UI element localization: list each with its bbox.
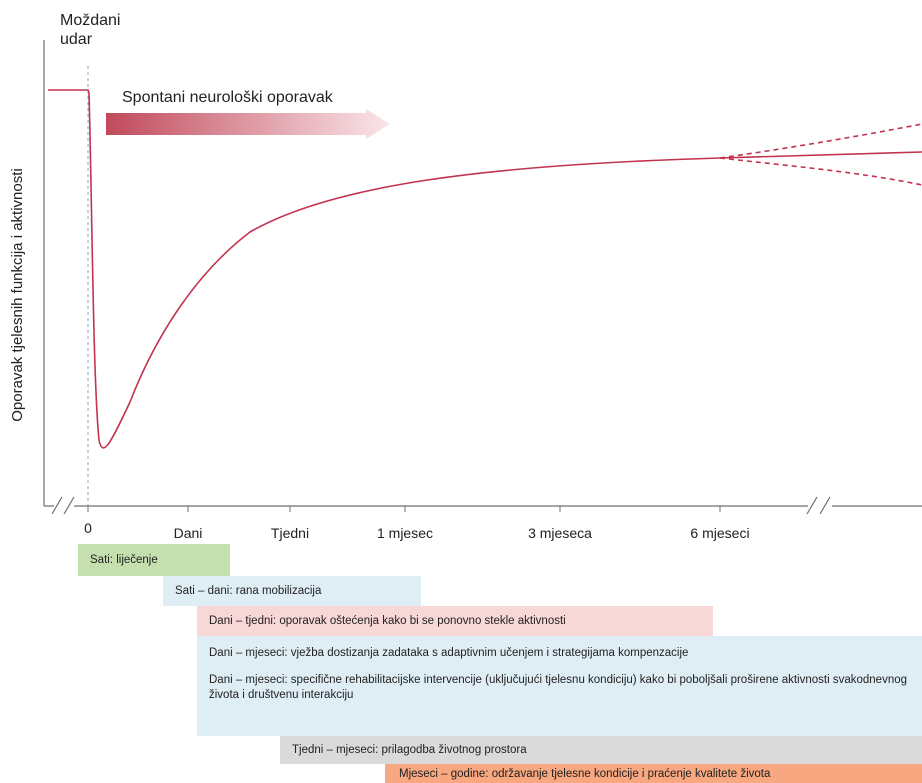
phase-bar-label: Sati: liječenje [90, 554, 158, 566]
phase-bar-label: Dani – tjedni: oporavak oštećenja kako b… [209, 615, 566, 627]
axis-break-mark-right-2 [819, 496, 831, 515]
phase-bar-living-space-adaptation: Tjedni – mjeseci: prilagodba životnog pr… [280, 736, 922, 764]
x-tick-label: 6 mjeseci [690, 525, 749, 541]
y-axis-label: Oporavak tjelesnih funkcija i aktivnosti [9, 168, 26, 421]
phase-bar-label: Dani – mjeseci: specifične rehabilitacij… [209, 674, 908, 701]
axis-break-mark-left-1 [51, 496, 63, 515]
stroke-event-label-line-1: Moždani [60, 12, 120, 29]
x-tick-label: Tjedni [271, 525, 309, 541]
recovery-curve [48, 89, 721, 449]
phase-bar-label: Dani – mjeseci: vježba dostizanja zadata… [209, 647, 689, 659]
recovery-chart: 0 Dani Tjedni 1 mjesec 3 mjeseca 6 mjese… [9, 12, 922, 541]
outcome-path-decline [719, 157, 922, 186]
x-tick-label: Dani [174, 525, 203, 541]
phase-bar-impairment-recovery: Dani – tjedni: oporavak oštećenja kako b… [197, 606, 713, 636]
spontaneous-recovery-label: Spontani neurološki oporavak [122, 89, 334, 106]
spontaneous-recovery-arrow [106, 109, 390, 139]
outcome-path-maintain [719, 151, 922, 159]
outcome-path-improve [719, 123, 922, 159]
phase-bar-treatment: Sati: liječenje [78, 544, 230, 576]
axis-break-mark-right-1 [806, 496, 818, 515]
phase-bar-early-mobilization: Sati – dani: rana mobilizacija [163, 576, 421, 606]
stroke-event-label: Moždani udar [60, 12, 125, 48]
axis-break-mark-left-2 [63, 496, 75, 515]
phase-bar-label: Tjedni – mjeseci: prilagodba životnog pr… [292, 744, 527, 756]
phase-bar-adaptive-task-training: Dani – mjeseci: vježba dostizanja zadata… [197, 636, 922, 736]
phase-bar-label: Sati – dani: rana mobilizacija [175, 585, 322, 597]
phase-bar-label: Mjeseci – godine: održavanje tjelesne ko… [399, 768, 771, 780]
phase-bar-fitness-maintenance: Mjeseci – godine: održavanje tjelesne ko… [385, 764, 922, 783]
x-tick-label: 0 [84, 520, 92, 536]
stroke-event-label-line-2: udar [60, 31, 93, 48]
x-tick-label: 3 mjeseca [528, 525, 592, 541]
x-tick-label: 1 mjesec [377, 525, 433, 541]
